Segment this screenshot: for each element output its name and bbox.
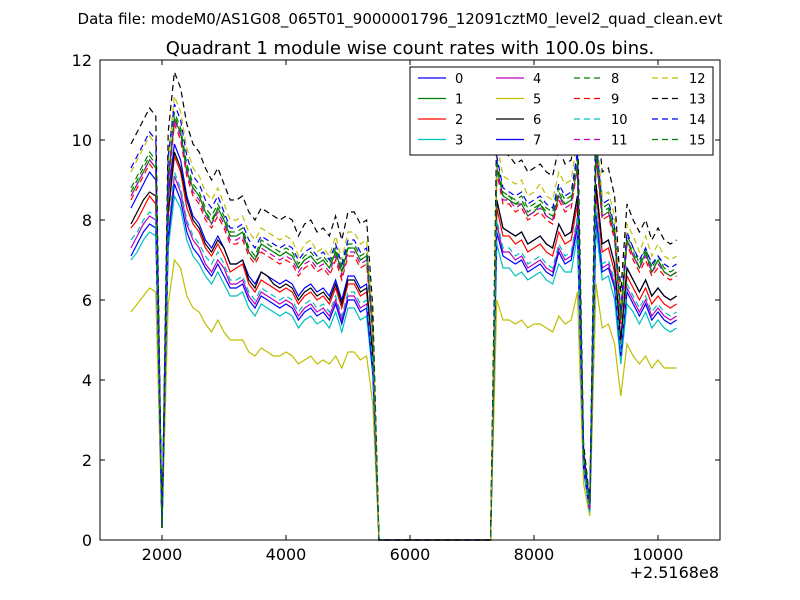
legend-box [409, 66, 714, 156]
y-tick-label-10: 10 [72, 131, 92, 150]
legend-label-10: 10 [611, 113, 628, 128]
legend-label-6: 6 [533, 113, 541, 128]
x-offset-label: +2.5168e8 [630, 563, 719, 582]
x-tick-label-2000: 2000 [142, 545, 183, 564]
legend-label-4: 4 [533, 72, 541, 87]
legend-label-9: 9 [611, 93, 619, 108]
y-tick-label-0: 0 [82, 531, 92, 550]
series-line-15 [130, 115, 677, 541]
chart-title: Quadrant 1 module wise count rates with … [166, 38, 655, 59]
series-line-9 [130, 123, 677, 541]
legend-label-2: 2 [455, 113, 463, 128]
legend-label-0: 0 [455, 72, 463, 87]
legend-label-3: 3 [455, 134, 463, 149]
y-tick-label-6: 6 [82, 291, 92, 310]
x-tick-label-10000: 10000 [633, 545, 684, 564]
x-tick-label-4000: 4000 [266, 545, 307, 564]
legend-label-14: 14 [689, 113, 706, 128]
legend-label-15: 15 [689, 134, 706, 149]
x-axis: 2000 4000 6000 8000 10000 [142, 60, 684, 564]
legend-label-7: 7 [533, 134, 541, 149]
legend-label-1: 1 [455, 93, 463, 108]
legend-label-8: 8 [611, 72, 619, 87]
y-tick-label-2: 2 [82, 451, 92, 470]
figure-suptitle: Data file: modeM0/AS1G08_065T01_90000017… [78, 10, 723, 29]
y-tick-label-8: 8 [82, 211, 92, 230]
legend-label-13: 13 [689, 93, 706, 108]
y-tick-label-4: 4 [82, 371, 92, 390]
y-tick-label-12: 12 [72, 51, 92, 70]
legend-label-11: 11 [611, 134, 628, 149]
legend-label-5: 5 [533, 93, 541, 108]
series-line-10 [130, 171, 677, 541]
x-tick-label-6000: 6000 [390, 545, 431, 564]
series-line-13 [130, 71, 677, 541]
x-tick-label-8000: 8000 [514, 545, 555, 564]
legend-label-12: 12 [689, 72, 706, 87]
